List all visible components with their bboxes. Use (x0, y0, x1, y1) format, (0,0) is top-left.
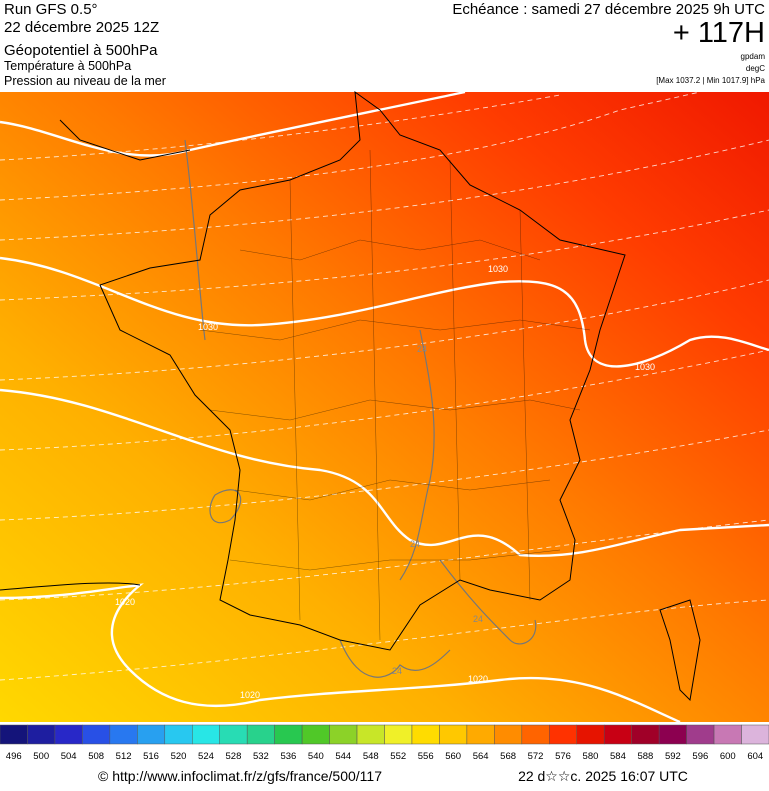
colorbar-label: 540 (308, 751, 324, 762)
coastlines (0, 90, 701, 702)
colorbar-cell (301, 724, 330, 745)
contour-labels: 1030 1030 1030 1020 1020 1020 24 24 24 24 (115, 264, 655, 700)
colorbar-cell (246, 724, 275, 745)
colorbar-label: 532 (253, 751, 269, 762)
colorbar-label: 512 (116, 751, 132, 762)
colorbar-label: 516 (143, 751, 159, 762)
colorbar-cell (329, 724, 358, 745)
colorbar-cell (54, 724, 83, 745)
colorbar-label: 520 (171, 751, 187, 762)
colorbar-label: 572 (528, 751, 544, 762)
colorbar-cell (274, 724, 303, 745)
colorbar-label: 580 (583, 751, 599, 762)
colorbar-label: 544 (335, 751, 351, 762)
contour-label: 1030 (488, 264, 508, 274)
pressure-range: [Max 1037.2 | Min 1017.9] hPa (656, 76, 765, 85)
unit: gpdam (741, 52, 766, 61)
field-label: Température à 500hPa (4, 59, 131, 73)
colorbar-label: 588 (637, 751, 653, 762)
colorbar-cell (549, 724, 577, 745)
colorbar-cell (27, 724, 56, 745)
colorbar: 496 500 504 508 512 516 520 524 528 532 536 540 544 5… (0, 724, 769, 762)
colorbar-cell (137, 724, 166, 745)
colorbar-label: 536 (280, 751, 296, 762)
colorbar-label: 528 (226, 751, 242, 762)
source-url: © http://www.infoclimat.fr/z/gfs/france/… (98, 768, 382, 784)
colorbar-cell (384, 724, 413, 745)
colorbar-cell (466, 724, 495, 745)
colorbar-label: 496 (6, 751, 22, 762)
colorbar-label: 548 (363, 751, 379, 762)
colorbar-cell (713, 724, 742, 745)
run-date: 22 décembre 2025 12Z (4, 19, 159, 36)
colorbar-cell (164, 724, 193, 745)
colorbar-cell (0, 724, 28, 745)
departments (199, 149, 591, 641)
colorbar-cell (494, 724, 523, 745)
contour-label: 24 (410, 539, 420, 549)
colorbar-cell (219, 724, 248, 745)
contour-label: 1020 (240, 690, 260, 700)
colorbar-label: 500 (33, 751, 49, 762)
colorbar-label: 556 (418, 751, 434, 762)
colorbar-cell (741, 724, 769, 745)
colorbar-label: 560 (445, 751, 461, 762)
colorbar-label: 568 (500, 751, 516, 762)
colorbar-label: 552 (390, 751, 406, 762)
colorbar-label: 524 (198, 751, 214, 762)
colorbar-cell (576, 724, 605, 745)
colorbar-label: 564 (473, 751, 489, 762)
generated-time: 22 d☆☆c. 2025 16:07 UTC (518, 768, 688, 784)
contour-label: 24 (417, 344, 427, 354)
colorbar-cell (82, 724, 111, 745)
unit: degC (746, 64, 765, 73)
run-title: Run GFS 0.5° (4, 1, 98, 18)
lead-time: + 117H (673, 17, 765, 49)
contour-label: 24 (473, 614, 483, 624)
colorbar-label: 592 (665, 751, 681, 762)
field-label: Pression au niveau de la mer (4, 74, 166, 88)
contour-label: 1020 (115, 597, 135, 607)
map: 1030 1030 1030 1020 1020 1020 24 24 24 24 (0, 90, 769, 724)
colorbar-cell (411, 724, 440, 745)
colorbar-cell (192, 724, 220, 745)
colorbar-label: 600 (720, 751, 736, 762)
colorbar-label: 596 (692, 751, 708, 762)
colorbar-cell (109, 724, 138, 745)
contour-label: 1030 (198, 322, 218, 332)
valid-time: Echéance : samedi 27 décembre 2025 9h UT… (452, 1, 765, 18)
colorbar-label: 504 (61, 751, 77, 762)
field-label: Géopotentiel à 500hPa (4, 42, 158, 59)
temperature-24-contour (184, 139, 537, 678)
colorbar-cell (631, 724, 660, 745)
colorbar-cell (603, 724, 632, 745)
colorbar-cell (356, 724, 385, 745)
colorbar-cell (521, 724, 550, 745)
colorbar-label: 508 (88, 751, 104, 762)
colorbar-cell (439, 724, 468, 745)
colorbar-label: 604 (747, 751, 763, 762)
contour-label: 24 (392, 666, 402, 676)
colorbar-label: 584 (610, 751, 626, 762)
temperature-field (0, 92, 769, 722)
colorbar-cell (686, 724, 715, 745)
colorbar-cell (658, 724, 687, 745)
colorbar-label: 576 (555, 751, 571, 762)
contour-label: 1020 (468, 674, 488, 684)
contour-label: 1030 (635, 362, 655, 372)
